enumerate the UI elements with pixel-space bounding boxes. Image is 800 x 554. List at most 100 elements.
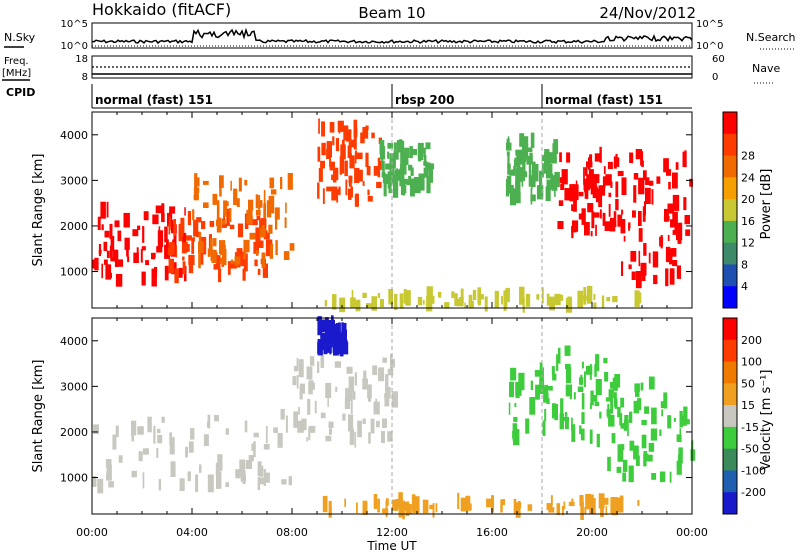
echo-cell	[651, 189, 654, 205]
echo-cell	[629, 411, 633, 423]
echo-cell	[382, 357, 387, 363]
echo-cell	[325, 435, 332, 442]
echo-cell	[563, 416, 570, 422]
echo-cell	[319, 341, 324, 347]
echo-cell	[140, 249, 143, 263]
echo-cell	[629, 152, 634, 163]
echo-cell	[428, 163, 435, 170]
echo-cell	[207, 414, 211, 429]
echo-cell	[277, 433, 283, 448]
echo-cell	[229, 224, 235, 230]
echo-cell	[507, 163, 511, 175]
echo-cell	[265, 426, 268, 444]
colorbar-tick-label: 15	[741, 399, 755, 412]
echo-cell	[289, 243, 295, 251]
echo-cell	[157, 230, 164, 247]
echo-cell	[188, 441, 194, 453]
echo-cell	[511, 169, 516, 176]
echo-cell	[599, 185, 606, 196]
echo-cell	[426, 295, 433, 312]
echo-cell	[383, 182, 387, 197]
echo-cell	[659, 471, 666, 483]
echo-cell	[157, 434, 163, 444]
echo-cell	[193, 219, 199, 237]
echo-cell	[402, 140, 405, 154]
echo-cell	[348, 414, 354, 432]
echo-cell	[106, 464, 112, 481]
echo-cell	[233, 188, 238, 205]
echo-cell	[263, 203, 266, 219]
echo-cell	[255, 194, 259, 209]
echo-cell	[318, 118, 320, 134]
echo-cell	[388, 288, 394, 305]
echo-cell	[161, 416, 165, 423]
echo-cell	[552, 143, 557, 159]
power-colorbar: 4 8 12 16 20 24 28	[722, 111, 755, 309]
echo-cell	[603, 166, 606, 175]
echo-cell	[257, 240, 264, 248]
echo-cell	[676, 464, 682, 475]
echo-cell	[373, 494, 378, 509]
echo-cell	[598, 191, 603, 207]
echo-cell	[684, 150, 687, 160]
echo-cell	[589, 429, 593, 444]
echo-cell	[268, 195, 275, 214]
echo-cell	[212, 238, 217, 247]
echo-cell	[608, 204, 611, 217]
echo-cell	[217, 454, 223, 471]
echo-cell	[320, 319, 328, 333]
echo-cell	[223, 200, 228, 217]
echo-cell	[590, 390, 594, 406]
echo-cell	[465, 495, 471, 506]
echo-cell	[641, 419, 647, 425]
echo-cell	[357, 420, 362, 438]
echo-cell	[667, 415, 672, 429]
echo-cell	[340, 144, 346, 160]
echo-cell	[225, 223, 227, 228]
echo-cell	[571, 204, 574, 211]
echo-cell	[258, 200, 263, 208]
echo-cell	[147, 416, 152, 433]
echo-cell	[254, 259, 258, 267]
echo-cell	[137, 225, 141, 230]
echo-cell	[356, 152, 363, 160]
echo-cell	[308, 382, 313, 395]
echo-cell	[556, 354, 559, 371]
nave-tick-0: 0	[712, 72, 718, 83]
echo-cell	[565, 384, 572, 397]
echo-cell	[321, 344, 324, 350]
echo-cell	[218, 268, 222, 283]
echo-cell	[288, 476, 292, 486]
echo-cell	[263, 232, 270, 240]
echo-cell	[328, 335, 335, 342]
noise-tick-bottom-right: 10^0	[696, 41, 723, 52]
echo-cell	[188, 254, 195, 266]
echo-cell	[403, 501, 407, 511]
echo-cell	[285, 415, 288, 433]
echo-cell	[676, 222, 683, 241]
echo-cell	[400, 158, 407, 175]
colorbar-swatch	[723, 199, 737, 222]
echo-cell	[561, 506, 564, 516]
echo-cell	[261, 252, 266, 268]
echo-cell	[156, 246, 163, 253]
echo-cell	[615, 181, 619, 198]
echo-cell	[500, 499, 503, 513]
echo-cell	[589, 176, 595, 183]
echo-cell	[347, 188, 352, 200]
echo-cell	[544, 151, 551, 168]
echo-cell	[257, 461, 262, 476]
echo-cell	[131, 435, 134, 442]
echo-cell	[663, 392, 668, 409]
echo-cell	[648, 442, 655, 452]
echo-cell	[381, 431, 385, 443]
echo-cell	[530, 380, 533, 391]
echo-cell	[131, 470, 137, 478]
echo-cell	[101, 263, 103, 279]
echo-cell	[219, 240, 226, 254]
echo-cell	[408, 164, 413, 171]
echo-cell	[367, 195, 373, 202]
echo-cell	[519, 286, 525, 305]
echo-cell	[382, 508, 389, 514]
